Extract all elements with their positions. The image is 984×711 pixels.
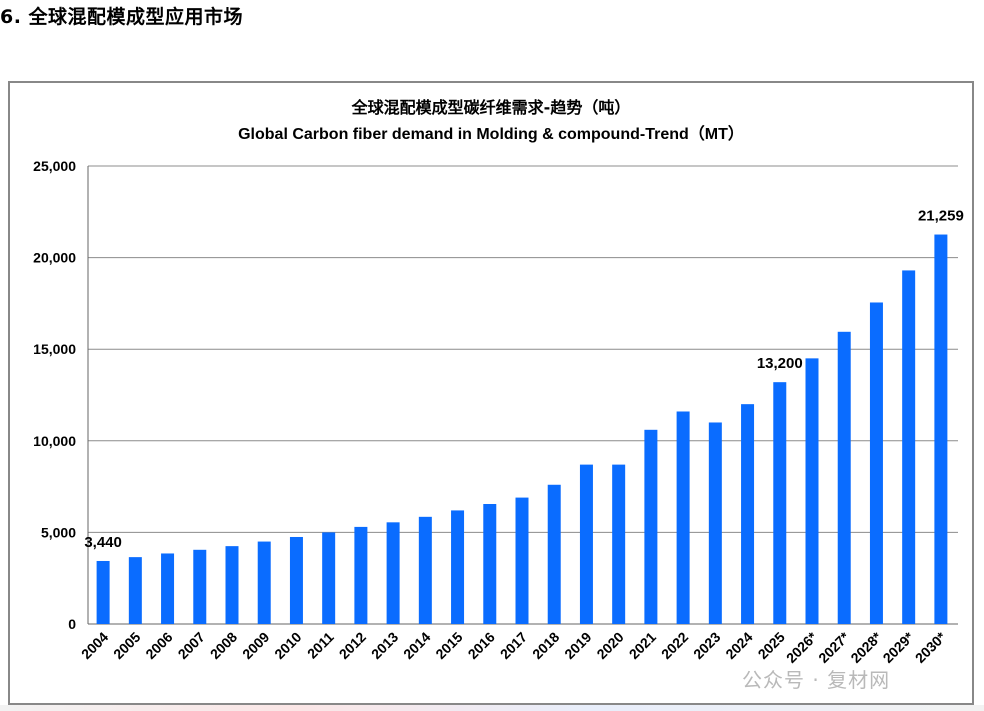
bar [128, 557, 142, 624]
x-tick-label: 2011 [304, 629, 337, 662]
chart-subtitle: Global Carbon fiber demand in Molding & … [238, 126, 744, 143]
bar [676, 411, 690, 624]
x-tick-label: 2020 [593, 629, 626, 662]
y-tick-label: 5,000 [41, 524, 76, 540]
x-tick-label: 2009 [239, 629, 272, 662]
bottom-decoration [0, 705, 984, 711]
bar [515, 497, 529, 624]
bar [418, 516, 432, 624]
x-tick-label: 2030* [912, 628, 950, 666]
x-tick-label: 2025 [755, 629, 788, 662]
bar [193, 549, 207, 624]
x-tick-label: 2012 [336, 629, 369, 662]
x-tick-label: 2023 [690, 629, 723, 662]
x-tick-label: 2004 [78, 629, 111, 662]
x-tick-label: 2021 [626, 629, 659, 662]
x-tick-label: 2026* [783, 628, 821, 666]
bar [837, 331, 851, 624]
x-tick-label: 2029* [880, 628, 918, 666]
bar [386, 522, 400, 624]
bar [902, 270, 916, 624]
x-tick-label: 2022 [658, 629, 691, 662]
bar [869, 302, 883, 624]
bar [483, 504, 497, 624]
bar [96, 560, 110, 624]
bar [773, 382, 787, 624]
x-tick-label: 2007 [175, 629, 208, 662]
data-label: 13,200 [757, 355, 803, 372]
y-tick-label: 0 [68, 616, 76, 632]
x-tick-label: 2005 [110, 629, 143, 662]
bar [289, 536, 303, 624]
x-tick-label: 2018 [529, 629, 562, 662]
bar [708, 422, 722, 624]
data-label: 21,259 [918, 208, 964, 225]
bar [257, 541, 271, 624]
x-tick-label: 2019 [561, 629, 594, 662]
bar [451, 510, 465, 624]
x-tick-label: 2016 [465, 629, 498, 662]
bar [612, 464, 626, 624]
bar [579, 464, 593, 624]
x-tick-label: 2006 [142, 629, 175, 662]
x-tick-label: 2013 [368, 629, 401, 662]
bar [741, 404, 755, 624]
section-heading: 6. 全球混配模成型应用市场 [0, 6, 244, 28]
x-tick-label: 2028* [847, 628, 885, 666]
bar [547, 484, 561, 624]
x-tick-label: 2027* [815, 628, 853, 666]
y-tick-label: 10,000 [33, 433, 76, 449]
y-tick-label: 20,000 [33, 250, 76, 266]
bar [322, 532, 336, 624]
bar [934, 234, 948, 624]
y-tick-label: 25,000 [33, 158, 76, 174]
x-tick-label: 2015 [432, 629, 465, 662]
x-tick-label: 2017 [497, 629, 530, 662]
chart-title: 全球混配模成型碳纤维需求-趋势（吨） [351, 98, 631, 117]
bar [354, 526, 368, 624]
y-tick-label: 15,000 [33, 341, 76, 357]
watermark: 公众号 · 复材网 [742, 668, 891, 692]
bar [225, 546, 239, 624]
bar [644, 429, 658, 624]
bar [805, 358, 819, 624]
x-tick-label: 2024 [722, 629, 755, 662]
bar [161, 553, 175, 624]
data-label: 3,440 [84, 534, 122, 551]
x-tick-label: 2008 [207, 629, 240, 662]
x-tick-label: 2014 [400, 629, 433, 662]
x-tick-label: 2010 [271, 629, 304, 662]
